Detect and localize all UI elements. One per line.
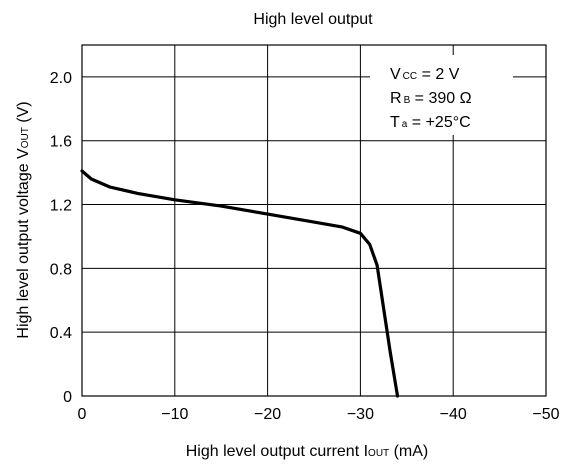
y-axis-label-suffix: (V) <box>15 101 32 127</box>
annotation-value: = 2 V <box>417 66 460 83</box>
annotation-subscript: B <box>404 95 411 106</box>
annotation-box <box>370 55 513 135</box>
y-tick-label: 1.2 <box>50 198 72 215</box>
x-tick-label: −50 <box>532 406 559 423</box>
y-axis-label-prefix: High level output voltage V <box>15 148 32 339</box>
plot-frame <box>81 44 547 397</box>
x-axis-label-prefix: High level output current I <box>186 443 368 460</box>
x-axis-label-suffix: (mA) <box>389 443 428 460</box>
annotation-subscript: CC <box>403 71 417 82</box>
x-tick-labels: 0 −10 −20 −30 −40 −50 <box>78 406 560 423</box>
x-tick-label: −10 <box>161 406 188 423</box>
x-axis-label-sub: OUT <box>368 448 389 459</box>
x-tick-label: −40 <box>440 406 467 423</box>
y-tick-label: 0.8 <box>50 261 72 278</box>
y-tick-label: 1.6 <box>50 134 72 151</box>
x-tick-label: −20 <box>254 406 281 423</box>
x-tick-label: 0 <box>78 406 87 423</box>
y-axis-label: High level output voltage VOUT (V) <box>15 101 32 338</box>
annotation-symbol: V <box>390 66 401 83</box>
annotations: V CC = 2 V R B = 390 Ω T a = +25°C <box>390 66 472 131</box>
y-axis-label-sub: OUT <box>20 127 31 148</box>
series-line <box>80 169 400 398</box>
x-axis-label: High level output current IOUT (mA) <box>186 443 429 460</box>
y-tick-label: 0.4 <box>50 325 72 342</box>
y-tick-label: 0 <box>63 389 72 406</box>
annotation-value: = 390 Ω <box>410 90 471 107</box>
annotation-value: = +25°C <box>407 114 470 131</box>
annotation-symbol: R <box>390 90 402 107</box>
chart-title: High level output <box>253 11 373 28</box>
annotation-symbol: T <box>390 114 400 131</box>
annotation-subscript: a <box>402 119 408 130</box>
y-tick-label: 2.0 <box>50 70 72 87</box>
y-tick-labels: 0 0.4 0.8 1.2 1.6 2.0 <box>50 70 72 406</box>
x-tick-label: −30 <box>347 406 374 423</box>
annotation-line: V CC = 2 V <box>390 66 460 83</box>
